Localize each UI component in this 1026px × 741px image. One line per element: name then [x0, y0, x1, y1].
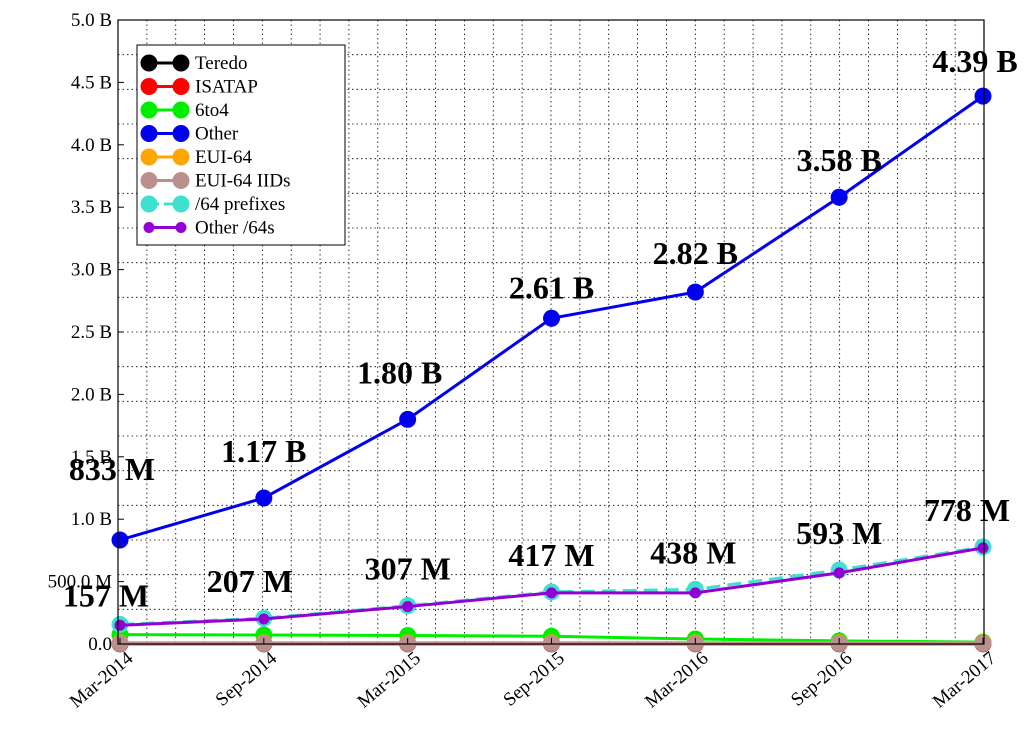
data-point: [689, 587, 701, 599]
x-tick-label: Mar-2016: [641, 648, 712, 713]
legend-marker: [172, 54, 190, 72]
legend-item[interactable]: ISATAP: [140, 77, 258, 98]
data-point: [977, 542, 989, 554]
y-tick-label: 500.0 M: [48, 572, 113, 593]
value-label: 2.82 B: [653, 235, 738, 271]
x-tick-label: Sep-2014: [212, 647, 282, 710]
legend-item[interactable]: Teredo: [140, 53, 248, 74]
x-tick-label: Mar-2015: [353, 648, 424, 713]
data-point: [543, 309, 560, 327]
legend-marker: [140, 195, 158, 213]
legend-label: EUI-64 IIDs: [195, 171, 291, 192]
legend-marker: [175, 222, 187, 233]
x-tick-label: Mar-2014: [66, 647, 138, 712]
value-label: 833 M: [69, 451, 155, 487]
legend-marker: [172, 172, 190, 189]
value-label: 417 M: [508, 537, 594, 573]
value-label: 157 M: [63, 577, 149, 613]
legend-label: Teredo: [195, 53, 247, 74]
legend-label: 6to4: [195, 100, 229, 121]
value-label: 1.80 B: [357, 354, 442, 390]
data-point: [402, 601, 414, 613]
y-tick-label: 1.5 B: [71, 447, 112, 468]
y-tick-label: 0.0: [88, 634, 112, 655]
y-tick-label: 2.0 B: [71, 384, 112, 405]
y-tick-label: 3.0 B: [71, 260, 112, 281]
value-labels: 833 M 1.17 B 1.80 B 2.61 B 2.82 B 3.58 B 4.39 …: [63, 43, 1018, 613]
y-tick-label: 1.0 B: [71, 509, 112, 530]
value-label: 1.17 B: [221, 433, 306, 469]
value-label: 778 M: [924, 492, 1010, 528]
value-label: 2.61 B: [509, 269, 594, 305]
legend-label: EUI-64: [195, 147, 252, 168]
value-label: 593 M: [796, 515, 882, 551]
value-label: 3.58 B: [796, 142, 881, 178]
y-tick-label: 4.0 B: [71, 135, 112, 156]
legend-marker: [172, 101, 190, 119]
x-tick-label: Sep-2015: [499, 648, 568, 711]
data-point: [258, 613, 270, 625]
x-axis: Mar-2014 Sep-2014 Mar-2015 Sep-2015 Mar-2016…: [66, 638, 1000, 712]
legend-marker: [140, 54, 158, 72]
legend-marker: [172, 195, 190, 213]
legend-item[interactable]: Other: [140, 124, 239, 145]
legend-item[interactable]: 6to4: [140, 100, 230, 121]
data-point: [546, 587, 557, 599]
data-point: [114, 619, 126, 631]
value-label: 307 M: [365, 551, 451, 587]
data-point: [974, 87, 992, 105]
value-label: 4.39 B: [932, 43, 1017, 79]
legend-label: ISATAP: [195, 77, 258, 98]
legend-marker: [140, 125, 158, 142]
legend-marker: [143, 222, 155, 233]
y-tick-label: 2.5 B: [71, 322, 112, 343]
legend-label: Other: [195, 124, 239, 145]
series-other-64s: [114, 542, 989, 631]
legend-marker: [140, 148, 158, 166]
legend-label: /64 prefixes: [195, 194, 285, 215]
series-other: [111, 87, 992, 549]
legend-box: [136, 44, 346, 246]
data-point: [399, 410, 417, 428]
legend-item[interactable]: Other /64s: [143, 218, 275, 239]
data-point: [830, 188, 848, 206]
legend-item[interactable]: EUI-64: [140, 147, 253, 168]
legend-item[interactable]: EUI-64 IIDs: [140, 171, 291, 192]
legend-marker: [140, 78, 158, 95]
legend-marker: [140, 101, 158, 119]
y-axis: 0.0 500.0 M 1.0 B 1.5 B 2.0 B 2.5 B 3.0 B 3.5 B…: [48, 10, 124, 655]
data-point: [111, 531, 129, 549]
y-tick-label: 3.5 B: [71, 197, 112, 218]
value-label: 438 M: [650, 534, 736, 570]
legend-marker: [140, 172, 158, 189]
legend-item[interactable]: /64 prefixes: [140, 194, 286, 215]
legend-marker: [172, 148, 190, 166]
x-tick-label: Mar-2017: [929, 648, 1000, 713]
x-tick-label: Sep-2016: [787, 648, 856, 711]
legend-marker: [172, 78, 190, 95]
y-tick-label: 4.5 B: [71, 72, 112, 93]
value-label: 207 M: [207, 563, 293, 599]
data-point: [833, 567, 845, 579]
y-tick-label: 5.0 B: [71, 10, 112, 31]
data-point: [255, 489, 273, 507]
legend-label: Other /64s: [195, 218, 275, 239]
legend-marker: [172, 125, 190, 142]
data-point: [686, 283, 704, 301]
